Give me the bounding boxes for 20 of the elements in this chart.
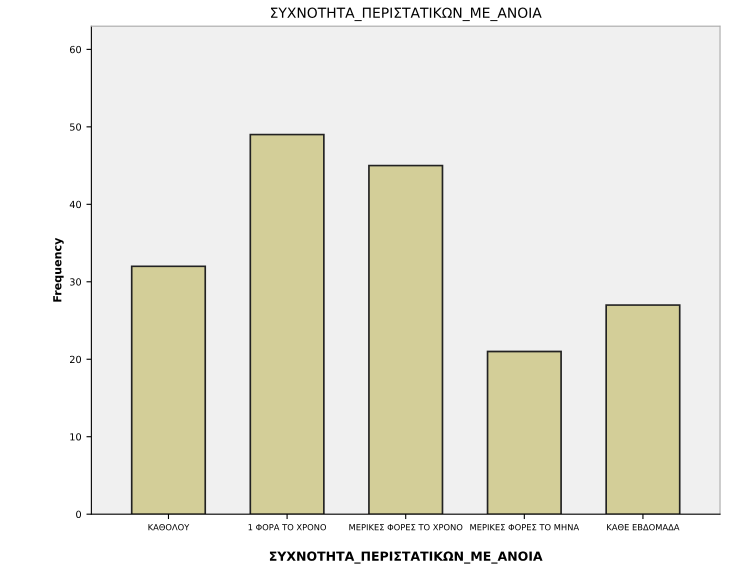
x-tick-label: ΜΕΡΙΚΕΣ ΦΟΡΕΣ ΤΟ ΜΗΝΑ [470, 524, 580, 530]
y-tick-label: 30 [70, 278, 82, 286]
bar [249, 134, 325, 514]
y-axis-title: Frequency [53, 238, 64, 302]
x-tick-label: ΚΑΘΕ ΕΒΔΟΜΑΔΑ [607, 524, 680, 530]
chart-title: ΣΥΧΝΟΤΗΤΑ_ΠΕΡΙΣΤΑΤΙΚΩΝ_ΜΕ_ΑΝΟΙΑ [270, 8, 542, 22]
x-tick-label: 1 ΦΟΡΑ ΤΟ ΧΡΟΝΟ [248, 524, 326, 530]
bar [605, 304, 681, 514]
y-tick-label: 10 [70, 433, 82, 441]
y-tick-label: 50 [70, 123, 82, 131]
bar [130, 265, 206, 514]
y-tick-label: 0 [76, 510, 82, 518]
bar [486, 350, 562, 514]
x-axis-title: ΣΥΧΝΟΤΗΤΑ_ΠΕΡΙΣΤΑΤΙΚΩΝ_ΜΕ_ΑΝΟΙΑ [270, 551, 543, 564]
y-tick-label: 40 [70, 200, 82, 208]
y-tick-label: 60 [70, 46, 82, 54]
x-tick-label: ΚΑΘΟΛΟΥ [148, 524, 190, 530]
y-tick-label: 20 [70, 356, 82, 364]
bar [368, 164, 444, 514]
x-tick-label: ΜΕΡΙΚΕΣ ΦΟΡΕΣ ΤΟ ΧΡΟΝΟ [349, 524, 462, 530]
